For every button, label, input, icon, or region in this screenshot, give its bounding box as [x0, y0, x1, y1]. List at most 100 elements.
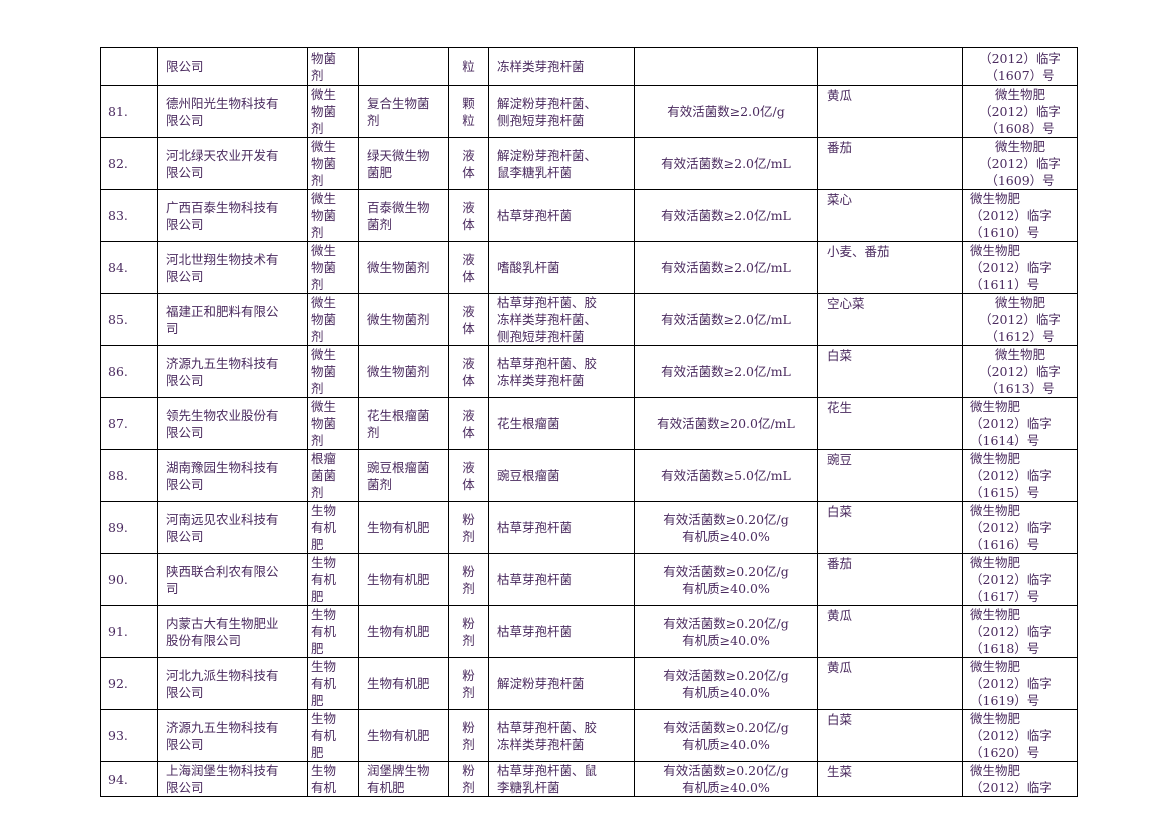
cell-product-type: 生物 有机肥	[307, 553, 359, 606]
cell-strain-line: 嗜酸乳杆菌	[497, 260, 560, 275]
cell-crop-text: 黄瓜	[827, 608, 853, 623]
cell-registration-line: （2012）临字	[970, 208, 1052, 223]
cell-product-type-line: 生物	[311, 763, 337, 778]
cell-product-type: 微生 物菌剂	[307, 345, 359, 398]
cell-number-text: 89.	[108, 520, 128, 535]
cell-content-line: 有效活菌数≥5.0亿/mL	[661, 468, 791, 483]
cell-registration-line: （1611）号	[970, 277, 1040, 292]
table-row: 86. 济源九五生物科技有 限公司 微生 物菌剂微生物菌剂液体枯草芽孢杆菌、胶 冻样类芽孢…	[100, 345, 1078, 398]
cell-crop: 生菜	[817, 761, 963, 797]
cell-product-name: 生物有机肥	[358, 657, 449, 710]
cell-product-type-line: 有机	[311, 624, 337, 639]
cell-content-line: 有机质≥40.0%	[682, 736, 770, 752]
cell-content: 有效活菌数≥0.20亿/g 有机质≥40.0%	[634, 553, 818, 606]
cell-product-name-line: 菌剂	[367, 476, 393, 492]
cell-content-line: 有效活菌数≥2.0亿/mL	[661, 312, 791, 327]
cell-number	[100, 47, 158, 86]
table-row: 94. 上海润堡生物科技有 限公司 生物 有机 润堡牌生物 有机肥粉剂枯草芽孢杆菌、鼠 李糖乳…	[100, 761, 1078, 797]
cell-company: 湖南豫园生物科技有 限公司	[157, 449, 308, 502]
cell-registration-line: （1612）号	[985, 329, 1055, 344]
cell-registration: 微生物肥 （2012）临字 （1611）号	[962, 241, 1078, 294]
cell-form-line: 剂	[462, 780, 475, 795]
cell-product-name-line: 润堡牌生物	[367, 763, 430, 778]
cell-crop: 黄瓜	[817, 605, 963, 658]
cell-product-name: 微生物菌剂	[358, 345, 449, 398]
cell-form: 液体	[448, 241, 489, 294]
cell-company-line: 限公司	[166, 476, 204, 492]
cell-registration-line: 微生物肥	[970, 451, 1021, 466]
cell-number-text: 81.	[108, 104, 128, 119]
cell-product-name-line: 生物有机肥	[367, 520, 430, 535]
cell-registration-line: 微生物肥	[970, 399, 1021, 414]
cell-form-line: 体	[462, 476, 475, 492]
cell-product-name-line: 微生物菌剂	[367, 260, 430, 275]
cell-product-type: 生物 有机肥	[307, 657, 359, 710]
cell-crop-text: 小麦、番茄	[827, 244, 890, 259]
cell-number: 83.	[100, 189, 158, 242]
cell-form-line: 剂	[462, 580, 475, 596]
cell-registration: 微生物肥 （2012）临字 （1620）号	[962, 709, 1078, 762]
cell-crop	[817, 47, 963, 86]
cell-form-line: 液	[462, 199, 475, 215]
cell-product-type-line: 根瘤	[311, 451, 337, 466]
cell-number-text: 87.	[108, 416, 128, 431]
cell-strain-line: 枯草芽孢杆菌	[497, 572, 573, 587]
cell-content-line: 有效活菌数≥2.0亿/mL	[661, 156, 791, 171]
cell-form: 粉剂	[448, 657, 489, 710]
cell-number-text: 90.	[108, 572, 128, 587]
cell-product-type-line: 物菌	[311, 50, 337, 66]
cell-content: 有效活菌数≥0.20亿/g 有机质≥40.0%	[634, 501, 818, 554]
cell-form: 液体	[448, 449, 489, 502]
table-row: 90. 陕西联合利农有限公司生物 有机肥生物有机肥粉剂枯草芽孢杆菌 有效活菌数≥0.2…	[100, 553, 1078, 606]
cell-company-line: 限公司	[166, 684, 204, 700]
cell-strain: 解淀粉芽孢杆菌	[488, 657, 635, 710]
cell-form-line: 剂	[462, 632, 475, 648]
cell-crop: 菜心	[817, 189, 963, 242]
cell-crop-text: 番茄	[827, 140, 853, 155]
cell-registration-line: 微生物肥	[970, 503, 1021, 518]
cell-crop-text: 白菜	[827, 348, 853, 363]
cell-strain-line: 枯草芽孢杆菌	[497, 520, 573, 535]
cell-content-line: 有效活菌数≥2.0亿/g	[667, 104, 785, 119]
cell-strain-line: 豌豆根瘤菌	[497, 468, 560, 483]
cell-strain-line: 冻样类芽孢杆菌	[497, 736, 585, 752]
cell-product-name-line: 绿天微生物	[367, 147, 430, 163]
cell-company: 限公司	[157, 47, 308, 86]
cell-company: 上海润堡生物科技有 限公司	[157, 761, 308, 797]
cell-company: 河北世翔生物技术有 限公司	[157, 241, 308, 294]
cell-number: 86.	[100, 345, 158, 398]
cell-content-line: 有效活菌数≥20.0亿/mL	[657, 416, 795, 431]
cell-product-type: 微生 物菌剂	[307, 85, 359, 138]
cell-number-text: 86.	[108, 364, 128, 379]
cell-registration-line: 微生物肥	[994, 295, 1045, 310]
cell-content: 有效活菌数≥20.0亿/mL	[634, 397, 818, 450]
cell-product-type: 生物 有机肥	[307, 709, 359, 762]
cell-registration-line: （1619）号	[970, 693, 1040, 708]
cell-product-type-line: 肥	[311, 693, 324, 708]
cell-strain: 嗜酸乳杆菌	[488, 241, 635, 294]
cell-number: 87.	[100, 397, 158, 450]
cell-number-text: 88.	[108, 468, 128, 483]
cell-product-name-line: 生物有机肥	[367, 572, 430, 587]
table-row: 87. 领先生物农业股份有 限公司 微生 物菌剂花生根瘤菌剂液体花生根瘤菌 有效活菌数≥2…	[100, 397, 1078, 450]
cell-product-type-line: 微生	[311, 295, 337, 310]
cell-product-name-line: 豌豆根瘤菌	[367, 459, 430, 475]
cell-strain: 豌豆根瘤菌	[488, 449, 635, 502]
cell-strain: 枯草芽孢杆菌	[488, 553, 635, 606]
cell-product-type-line: 肥	[311, 745, 324, 760]
cell-product-type: 生物 有机肥	[307, 501, 359, 554]
cell-product-type-line: 生物	[311, 555, 337, 570]
cell-number: 89.	[100, 501, 158, 554]
cell-strain-line: 侧孢短芽孢杆菌	[497, 329, 585, 344]
cell-company-line: 限公司	[166, 59, 204, 74]
cell-product-name-line: 有机肥	[367, 780, 405, 795]
cell-form-line: 液	[462, 355, 475, 371]
cell-product-type-line: 有机	[311, 520, 337, 535]
cell-product-name-line: 菌剂	[367, 216, 393, 232]
cell-product-type-line: 物菌	[311, 260, 337, 275]
cell-form-line: 粉	[462, 719, 475, 735]
cell-registration-line: （1615）号	[970, 485, 1040, 500]
cell-registration-line: 微生物肥	[994, 139, 1045, 154]
cell-strain: 枯草芽孢杆菌	[488, 501, 635, 554]
cell-company-line: 内蒙古大有生物肥业	[166, 615, 279, 631]
